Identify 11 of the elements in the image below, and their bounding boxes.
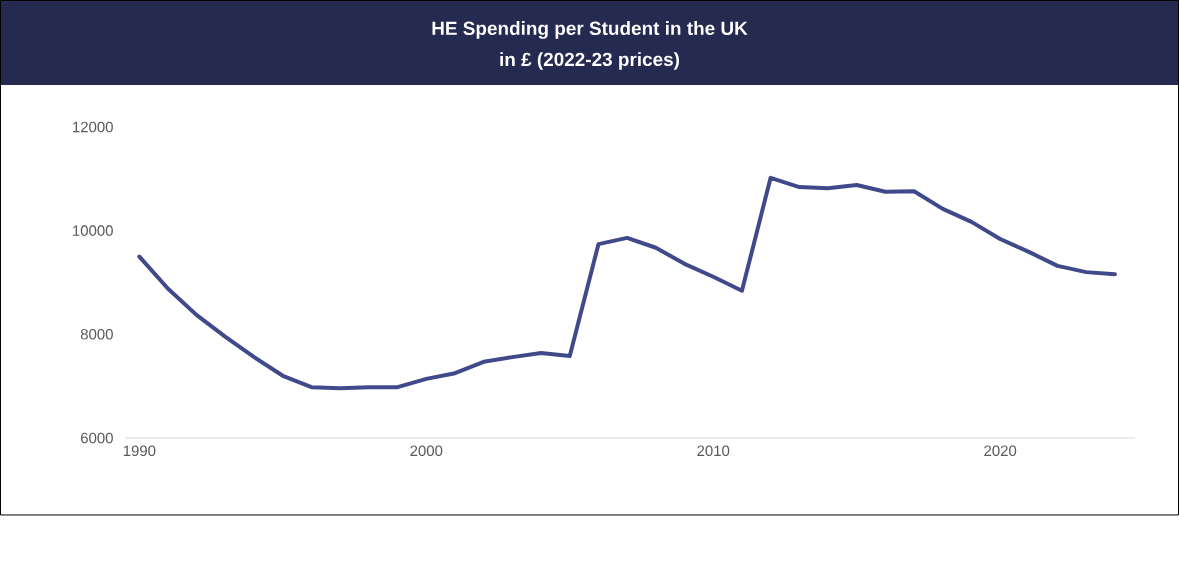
- chart-title: HE Spending per Student in the UK: [432, 21, 748, 39]
- line-series: [137, 175, 1117, 391]
- y-tick-label: 10000: [73, 225, 113, 236]
- y-tick-label: 8000: [80, 329, 113, 340]
- x-tick-label: 1990: [123, 445, 156, 457]
- x-tick-label: 2000: [410, 445, 443, 457]
- x-tick-label: 2010: [697, 445, 730, 457]
- y-tick-label: 12000: [73, 121, 113, 133]
- y-tick-label: 6000: [81, 432, 113, 444]
- chart-subtitle: in £ (2022-23 prices): [500, 52, 680, 70]
- x-tick-label: 2020: [984, 445, 1017, 457]
